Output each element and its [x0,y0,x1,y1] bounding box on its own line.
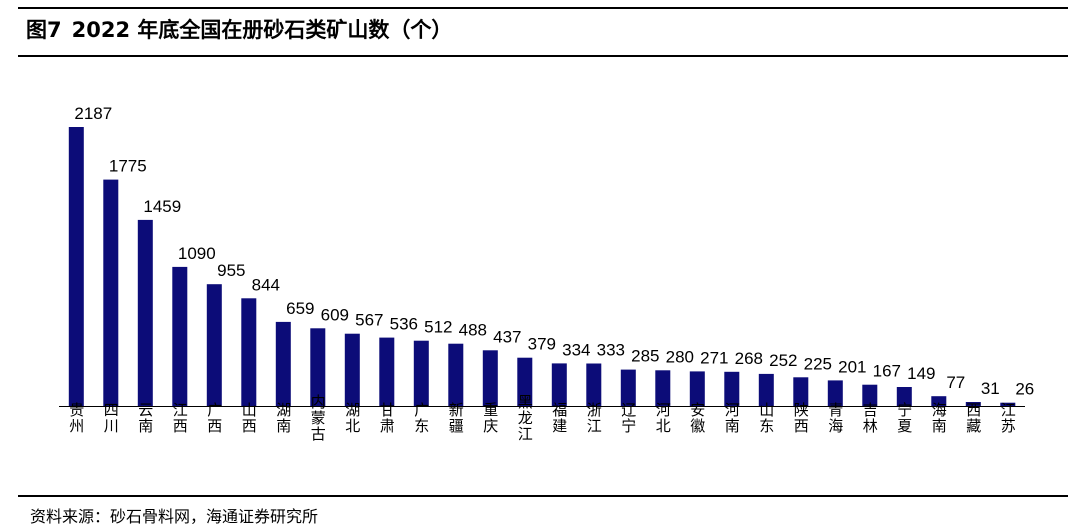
bar-河南 [724,371,740,406]
bar-安徽 [689,371,705,406]
bar-江西 [172,266,188,406]
bar-山西 [241,298,257,406]
category-label: 河北 [654,402,672,434]
category-label: 内蒙古 [309,394,327,442]
value-label: 77 [946,373,965,392]
value-label: 1775 [109,157,147,176]
value-label: 609 [321,305,349,324]
category-label: 宁夏 [895,402,913,434]
figure-title: 图7 2022 年底全国在册砂石类矿山数（个） [26,14,452,44]
value-label: 201 [838,357,866,376]
value-label: 536 [390,315,418,334]
category-label: 陕西 [792,402,810,434]
bar-湖北 [344,333,360,406]
value-label: 1090 [178,244,216,263]
value-label: 333 [597,341,625,360]
bar-云南 [137,219,153,406]
category-label: 山西 [240,402,258,434]
value-label: 31 [981,379,1000,398]
category-label: 甘肃 [378,402,396,434]
category-label: 海南 [930,402,948,434]
category-label: 贵州 [67,402,85,434]
value-label: 379 [528,335,556,354]
value-label: 955 [217,261,245,280]
value-label: 659 [286,299,314,318]
figure-title-text: 2022 年底全国在册砂石类矿山数（个） [71,18,453,42]
figure-number: 图7 [26,18,62,42]
category-label: 福建 [550,402,568,434]
bar-青海 [827,380,843,406]
category-label: 江苏 [999,402,1017,434]
title-rule [18,55,1068,57]
bar-海南 [931,396,947,406]
value-label: 285 [631,347,659,366]
category-label: 江西 [171,402,189,434]
value-label: 271 [700,348,728,367]
bar-江苏 [1000,402,1016,406]
bar-重庆 [482,350,498,406]
value-label: 1459 [143,197,181,216]
value-label: 437 [493,327,521,346]
category-label: 四川 [102,402,120,434]
value-label: 334 [562,340,590,359]
value-label: 167 [873,362,901,381]
bar-浙江 [586,363,602,406]
category-label: 河南 [723,402,741,434]
value-label: 252 [769,351,797,370]
bar-黑龙江 [517,357,533,406]
bar-四川 [103,179,119,406]
category-label: 湖北 [343,402,361,434]
category-label: 辽宁 [619,402,637,434]
category-label: 吉林 [861,402,879,434]
value-label: 225 [804,354,832,373]
bar-陕西 [793,377,809,406]
value-label: 512 [424,318,452,337]
bar-广西 [206,284,222,406]
category-label: 西藏 [964,402,982,434]
bar-湖南 [275,321,291,406]
bar-山东 [758,373,774,406]
value-label: 268 [735,349,763,368]
category-label: 新疆 [447,402,465,434]
category-label: 云南 [136,402,154,434]
category-label: 山东 [757,402,775,434]
category-label: 广东 [412,402,430,434]
value-label: 26 [1015,380,1034,399]
bar-河北 [655,370,671,406]
bar-甘肃 [379,337,395,406]
value-label: 844 [252,275,280,294]
bar-西藏 [965,402,981,406]
bar-辽宁 [620,369,636,406]
bar-吉林 [862,384,878,406]
bar-宁夏 [896,387,912,406]
value-label: 488 [459,321,487,340]
bar-内蒙古 [310,328,326,406]
bar-贵州 [68,127,84,406]
value-label: 567 [355,311,383,330]
bar-福建 [551,363,567,406]
category-label: 浙江 [585,402,603,434]
category-label: 安徽 [688,402,706,434]
bar-广东 [413,340,429,406]
category-label: 广西 [205,402,223,434]
value-label: 149 [907,364,935,383]
category-label-group: 贵州 四川 云南 江西 广西 山西 湖南 内蒙古 湖北 甘肃 广东 新疆 重庆 黑龙江 福建 浙江 辽宁 河北 安徽… [67,394,1017,442]
value-label: 280 [666,347,694,366]
top-rule [18,7,1068,9]
category-label: 青海 [826,402,844,434]
category-label: 黑龙江 [516,394,534,442]
category-label: 重庆 [481,402,499,434]
value-label: 2187 [74,104,112,123]
category-label: 湖南 [274,402,292,434]
bar-group [68,127,1016,406]
source-note: 资料来源：砂石骨料网，海通证券研究所 [30,507,319,526]
bar-新疆 [448,343,464,406]
source-rule [18,495,1068,497]
